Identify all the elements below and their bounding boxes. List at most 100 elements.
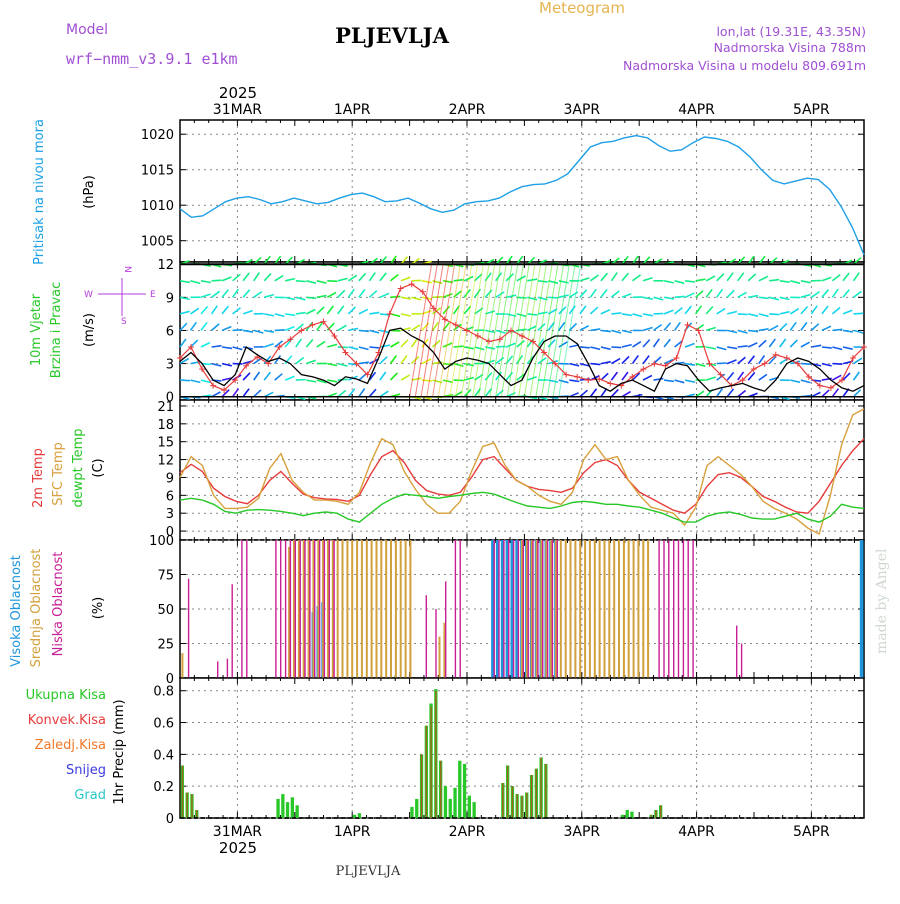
year-top: 2025 [219, 84, 257, 102]
mid-cloud-bar [642, 540, 644, 678]
day-label-top: 4APR [678, 102, 715, 118]
mid-cloud-bar [356, 540, 358, 678]
elevation-label: Nadmorska Visina 788m [714, 40, 866, 55]
day-label-top: 31MAR [213, 102, 262, 118]
precip-ytick-label: 0.6 [153, 717, 174, 732]
compass-n: N [122, 266, 132, 273]
low-cloud-bar [692, 540, 693, 678]
wind-arrow [180, 380, 190, 381]
wind-ytick-label: 6 [166, 324, 174, 339]
model-label: Model [66, 22, 108, 38]
mid-cloud-bar [342, 540, 344, 678]
mid-cloud-bar [579, 540, 581, 678]
low-cloud-bar [426, 595, 427, 678]
wind-unit: (m/s) [82, 313, 97, 347]
mid-cloud-bar [633, 540, 635, 678]
precip-convective-bar [182, 766, 183, 819]
low-cloud-bar [537, 540, 538, 678]
low-cloud-bar [658, 540, 659, 678]
compass-w: W [84, 290, 93, 300]
mid-cloud-bar [560, 540, 562, 678]
precip-convective-bar [660, 805, 661, 818]
legend-total: Ukupna Kisa [26, 688, 106, 703]
precip-convective-bar [507, 766, 508, 819]
precip-total-bar [410, 807, 413, 818]
mid-cloud-bar [409, 540, 411, 678]
mid-cloud-bar [589, 540, 591, 678]
low-cloud-bar [741, 644, 742, 679]
temp-ytick-label: 18 [157, 418, 174, 433]
wind-arrow [391, 296, 401, 297]
precip-convective-bar [435, 691, 436, 818]
temp-ylabel: 2m Temp SFC Temp dewpt Temp (C) [31, 428, 106, 507]
day-label-bottom: 2APR [449, 824, 486, 840]
temp-ytick-label: 12 [157, 454, 174, 469]
wind-arrow [296, 281, 306, 282]
mid-cloud-bar [400, 540, 402, 678]
wind-arrow [738, 314, 748, 315]
pressure-ytick-label: 1010 [141, 199, 174, 214]
low-cloud-bar [445, 581, 446, 678]
precip-convective-bar [196, 810, 197, 818]
day-label-top: 2APR [449, 102, 486, 118]
precip-convective-bar [517, 794, 518, 818]
precip-convective-bar [440, 761, 441, 818]
pressure-label: Pritisak na nivou mora [32, 119, 47, 265]
low-cloud-bar [324, 540, 325, 678]
mid-cloud-bar [376, 540, 378, 678]
low-cloud-bar [241, 540, 242, 678]
low-cloud-bar [304, 540, 305, 678]
day-label-bottom: 31MAR [213, 824, 262, 840]
mid-cloud-bar [608, 540, 610, 678]
mid-cloud-bar [613, 540, 615, 678]
low-cloud-bar [188, 579, 189, 678]
low-cloud-bar [736, 626, 737, 678]
mid-cloud-bar [570, 540, 572, 678]
year-bottom: 2025 [219, 839, 257, 857]
pressure-ytick-label: 1005 [141, 235, 174, 250]
temp-ytick-label: 9 [166, 471, 174, 486]
wind-label-sub: Brzina i Pravac [49, 282, 64, 379]
precip-convective-bar [512, 786, 513, 818]
low-cloud-bar [295, 540, 296, 678]
wind-ytick-label: 12 [157, 258, 174, 273]
precip-convective-bar [421, 754, 422, 818]
wind-arrow [212, 280, 222, 281]
mid-cloud-bar [599, 540, 601, 678]
precip-convective-bar [526, 793, 527, 819]
mid-cloud-bar [380, 540, 382, 678]
mid-cloud-bar [574, 540, 576, 678]
station-title: PLJEVLJA [335, 23, 449, 48]
legend-convective: Konvek.Kisa [28, 713, 106, 728]
precip-convective-bar [191, 794, 192, 818]
low-cloud-bar [673, 540, 674, 678]
wind-arrow [832, 364, 842, 365]
precip-convective-bar [521, 796, 522, 818]
mid-cloud-bar [647, 540, 649, 678]
precip-total-bar [630, 812, 633, 818]
wind-arrow [759, 297, 769, 298]
pressure-ytick-label: 1015 [141, 164, 174, 179]
pressure-ylabel: Pritisak na nivou mora (hPa) [32, 119, 97, 265]
low-cloud-bar [280, 540, 281, 678]
low-cloud-bar [542, 540, 543, 678]
precip-ytick-label: 0.4 [153, 748, 174, 763]
wind-arrow [822, 347, 832, 348]
low-cloud-bar [688, 540, 689, 678]
low-cloud-bar [232, 584, 233, 678]
mid-cloud-bar [584, 540, 586, 678]
precip-ytick-label: 0 [166, 812, 174, 827]
wind-arrow [327, 281, 337, 282]
low-cloud-bar [246, 540, 247, 678]
low-cloud-bar [532, 540, 533, 678]
mid-cloud-bar [405, 540, 407, 678]
legend-graupel: Grad [74, 788, 106, 803]
low-cloud-bar [314, 540, 315, 678]
low-cloud-bar [285, 540, 286, 678]
wind-arrow [738, 346, 748, 347]
wind-arrow [832, 329, 842, 330]
precip-total-bar [286, 802, 289, 818]
day-label-top: 5APR [793, 102, 830, 118]
precip-convective-bar [531, 775, 532, 818]
